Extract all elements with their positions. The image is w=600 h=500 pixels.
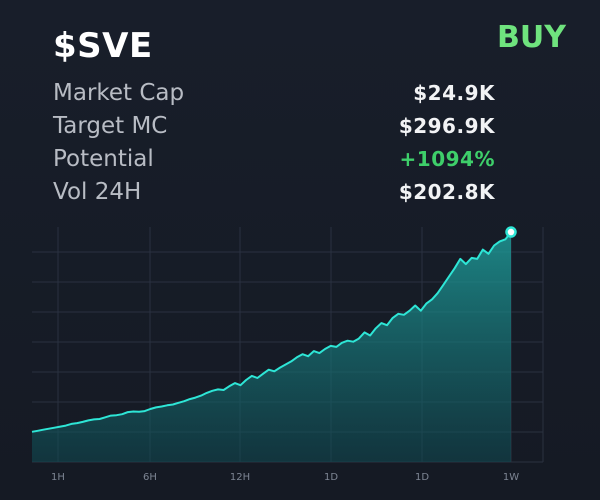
x-tick-label: 6H <box>143 472 157 483</box>
x-tick-label: 1D <box>324 472 338 483</box>
stat-label: Potential <box>53 146 154 172</box>
stat-row-market-cap: Market Cap $24.9K <box>53 80 495 113</box>
stat-label: Market Cap <box>53 80 185 106</box>
stats-panel: Market Cap $24.9K Target MC $296.9K Pote… <box>53 80 495 212</box>
stat-row-target-mc: Target MC $296.9K <box>53 113 495 146</box>
stat-value: $202.8K <box>398 180 495 204</box>
stat-value: +1094% <box>399 147 495 171</box>
stat-label: Target MC <box>53 113 168 139</box>
stat-value: $24.9K <box>413 81 495 105</box>
buy-button[interactable]: BUY <box>497 20 566 55</box>
x-tick-label: 1D <box>415 472 429 483</box>
x-axis-ticks: 1H 6H 12H 1D 1D 1W <box>51 472 519 483</box>
stat-row-volume: Vol 24H $202.8K <box>53 179 495 212</box>
token-ticker: $SVE <box>53 26 153 66</box>
price-chart[interactable]: 1H 6H 12H 1D 1D 1W <box>0 222 600 492</box>
stat-label: Vol 24H <box>53 179 142 205</box>
x-tick-label: 1H <box>51 472 65 483</box>
current-price-marker[interactable] <box>505 226 517 238</box>
stat-row-potential: Potential +1094% <box>53 146 495 179</box>
stat-value: $296.9K <box>398 114 495 138</box>
x-tick-label: 12H <box>230 472 250 483</box>
price-line <box>31 231 512 433</box>
price-area <box>32 232 511 462</box>
x-tick-label: 1W <box>503 472 519 483</box>
